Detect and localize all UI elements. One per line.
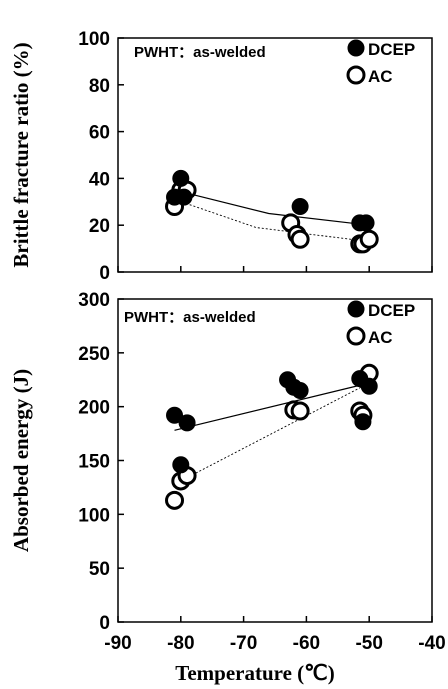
x-tick-label: -50 — [355, 633, 382, 654]
legend-label-dcep: DCEP — [368, 301, 415, 320]
data-point-ac — [359, 229, 379, 249]
y-tick-label: 0 — [99, 263, 110, 284]
data-point-ac — [290, 401, 310, 421]
y-tick-label: 0 — [99, 613, 110, 634]
trend-line-ac — [174, 199, 370, 243]
data-point-dcep — [354, 413, 372, 431]
data-point-dcep — [178, 414, 196, 432]
trend-line-dcep — [174, 382, 370, 431]
trend-line-ac — [174, 382, 370, 485]
y-tick-label: 300 — [78, 290, 110, 311]
y-tick-label: 100 — [78, 29, 110, 50]
x-tick-label: -60 — [293, 633, 320, 654]
data-point-dcep — [175, 188, 193, 206]
data-point-dcep — [166, 406, 184, 424]
plot-frame — [117, 37, 433, 273]
legend-marker-dcep — [347, 39, 365, 57]
plot-frame — [117, 298, 433, 623]
x-axis-label: Temperature (℃) — [175, 661, 334, 685]
data-point-dcep — [291, 197, 309, 215]
chart-panel-2: 0 50 100 150 200 250 300 -90 -80 -70 -60 -50 -40 Abso… — [9, 290, 446, 685]
x-tick-label: -70 — [230, 633, 257, 654]
x-tick-label: -90 — [104, 633, 131, 654]
legend-label-ac: AC — [368, 67, 393, 86]
y-tick-label: 20 — [89, 216, 110, 237]
legend-label-dcep: DCEP — [368, 40, 415, 59]
y-tick-label: 80 — [89, 76, 110, 97]
y-tick-label: 100 — [78, 505, 110, 526]
data-point-dcep — [291, 382, 309, 400]
data-point-dcep — [360, 377, 378, 395]
x-tick-label: -40 — [418, 633, 445, 654]
chart-panel-1: 0 20 40 60 80 100 Brittle fracture ratio (%) PW… — [9, 29, 433, 284]
y-axis-label: Brittle fracture ratio (%) — [9, 42, 33, 267]
y-tick-label: 200 — [78, 398, 110, 419]
y-tick-label: 150 — [78, 452, 110, 473]
data-point-dcep — [357, 214, 375, 232]
data-point-ac — [290, 229, 310, 249]
data-point-dcep — [172, 169, 190, 187]
y-tick-label: 50 — [89, 559, 110, 580]
legend-marker-ac — [346, 326, 366, 346]
y-tick-label: 60 — [89, 123, 110, 144]
data-point-dcep — [172, 456, 190, 474]
legend-marker-dcep — [347, 300, 365, 318]
trend-line-dcep — [174, 189, 370, 226]
pwht-annotation: PWHT：as-welded — [134, 44, 266, 61]
x-tick-label: -80 — [167, 633, 194, 654]
y-tick-label: 40 — [89, 169, 110, 190]
data-point-ac — [165, 490, 185, 510]
y-tick-label: 250 — [78, 344, 110, 365]
y-axis-label: Absorbed energy (J) — [9, 369, 33, 552]
pwht-annotation: PWHT：as-welded — [124, 309, 256, 326]
legend-label-ac: AC — [368, 328, 393, 347]
legend-marker-ac — [346, 65, 366, 85]
